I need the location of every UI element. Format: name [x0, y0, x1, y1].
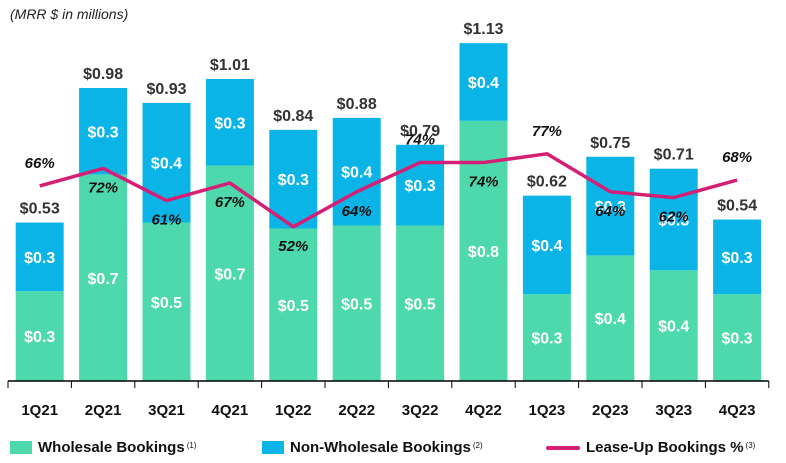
bar-non-wholesale [649, 168, 698, 271]
bar-wholesale [142, 222, 191, 381]
x-tick-label: 4Q22 [465, 402, 502, 419]
data-label-non-wholesale: $0.3 [722, 250, 753, 267]
bar-non-wholesale [713, 219, 762, 295]
data-label-non-wholesale: $0.3 [595, 199, 626, 216]
data-label-wholesale: $0.5 [341, 296, 372, 313]
legend-swatch-lease-up [546, 445, 580, 450]
data-label-lease-up: 72% [88, 179, 118, 196]
legend: Wholesale Bookings (1) Non-Wholesale Boo… [0, 437, 786, 459]
x-tick-label: 1Q21 [21, 402, 58, 419]
x-tick-label: 3Q23 [655, 402, 692, 419]
bar-wholesale [586, 255, 635, 381]
x-tick-label: 4Q21 [212, 402, 249, 419]
x-tick-label: 3Q21 [148, 402, 185, 419]
data-label-total: $0.88 [337, 96, 377, 113]
legend-swatch-non-wholesale [262, 441, 284, 454]
x-tick-label: 2Q21 [85, 402, 122, 419]
data-label-non-wholesale: $0.3 [658, 213, 689, 230]
bar-non-wholesale [459, 43, 508, 121]
data-label-lease-up: 52% [278, 238, 308, 255]
data-label-lease-up: 74% [405, 132, 435, 149]
x-tick-label: 2Q22 [338, 402, 375, 419]
data-label-wholesale: $0.3 [722, 331, 753, 348]
data-label-total: $0.53 [20, 201, 60, 218]
data-label-wholesale: $0.7 [214, 266, 245, 283]
bar-non-wholesale [522, 195, 571, 295]
data-label-total: $0.93 [146, 81, 186, 98]
data-label-non-wholesale: $0.3 [405, 178, 436, 195]
bar-wholesale [205, 165, 254, 381]
bar-non-wholesale [332, 117, 381, 226]
bar-wholesale [15, 291, 64, 381]
legend-label-lease-up: Lease-Up Bookings % [586, 439, 744, 456]
bar-non-wholesale [142, 102, 191, 223]
data-label-lease-up: 64% [342, 203, 372, 220]
legend-item-non-wholesale: Non-Wholesale Bookings (2) [262, 439, 483, 456]
x-tick-label: 4Q23 [719, 402, 756, 419]
data-label-wholesale: $0.3 [24, 329, 55, 346]
bar-non-wholesale [15, 222, 64, 292]
bar-non-wholesale [269, 129, 318, 229]
data-label-lease-up: 77% [532, 123, 562, 140]
bar-wholesale [522, 294, 571, 381]
data-label-non-wholesale: $0.4 [151, 156, 182, 173]
bar-wholesale [713, 294, 762, 381]
legend-footnote-non-wholesale: (2) [472, 441, 483, 450]
data-label-wholesale: $0.4 [595, 311, 626, 328]
bar-wholesale [332, 225, 381, 381]
bar-wholesale [396, 225, 445, 381]
bar-non-wholesale [205, 79, 254, 166]
unit-note: (MRR $ in millions) [10, 6, 129, 22]
data-label-non-wholesale: $0.4 [468, 75, 499, 92]
data-label-wholesale: $0.7 [88, 271, 119, 288]
data-label-total: $0.75 [590, 135, 630, 152]
bar-non-wholesale [586, 156, 635, 256]
data-label-lease-up: 64% [595, 203, 625, 220]
bar-wholesale [649, 270, 698, 381]
x-tick-label: 1Q22 [275, 402, 312, 419]
data-label-non-wholesale: $0.4 [341, 165, 372, 182]
legend-label-non-wholesale: Non-Wholesale Bookings [290, 439, 471, 456]
data-label-non-wholesale: $0.3 [24, 250, 55, 267]
series-line-lease-up [39, 152, 738, 229]
legend-item-wholesale: Wholesale Bookings (1) [10, 439, 196, 456]
data-label-non-wholesale: $0.4 [531, 238, 562, 255]
data-label-lease-up: 61% [151, 212, 181, 229]
data-label-wholesale: $0.3 [531, 331, 562, 348]
bar-wholesale [269, 228, 318, 381]
data-label-total: $0.98 [83, 66, 123, 83]
data-label-total: $0.54 [717, 198, 757, 215]
data-label-lease-up: 62% [659, 209, 689, 226]
data-label-total: $1.01 [210, 57, 250, 74]
legend-swatch-wholesale [10, 441, 32, 454]
data-label-total: $0.62 [527, 174, 567, 191]
legend-footnote-wholesale: (1) [186, 441, 197, 450]
data-label-wholesale: $0.8 [468, 244, 499, 261]
bar-wholesale [79, 174, 128, 381]
data-label-lease-up: 68% [722, 149, 752, 166]
data-label-total: $0.71 [654, 147, 694, 164]
data-label-wholesale: $0.5 [151, 295, 182, 312]
data-label-lease-up: 74% [468, 174, 498, 191]
data-label-wholesale: $0.5 [278, 298, 309, 315]
legend-item-lease-up: Lease-Up Bookings % (3) [546, 439, 755, 456]
bar-non-wholesale [79, 87, 128, 175]
x-tick-label: 2Q23 [592, 402, 629, 419]
legend-footnote-lease-up: (3) [745, 441, 756, 450]
legend-label-wholesale: Wholesale Bookings [38, 439, 185, 456]
data-label-total: $0.84 [273, 108, 313, 125]
data-label-non-wholesale: $0.3 [88, 124, 119, 141]
data-label-lease-up: 66% [25, 155, 55, 172]
x-tick-label: 1Q23 [529, 402, 566, 419]
data-label-wholesale: $0.4 [658, 319, 689, 336]
data-label-lease-up: 67% [215, 194, 245, 211]
data-label-total: $0.79 [400, 123, 440, 140]
data-label-total: $1.13 [463, 21, 503, 38]
data-label-wholesale: $0.5 [405, 296, 436, 313]
data-label-non-wholesale: $0.3 [214, 115, 245, 132]
data-label-non-wholesale: $0.3 [278, 172, 309, 189]
bar-non-wholesale [396, 144, 445, 226]
x-tick-label: 3Q22 [402, 402, 439, 419]
